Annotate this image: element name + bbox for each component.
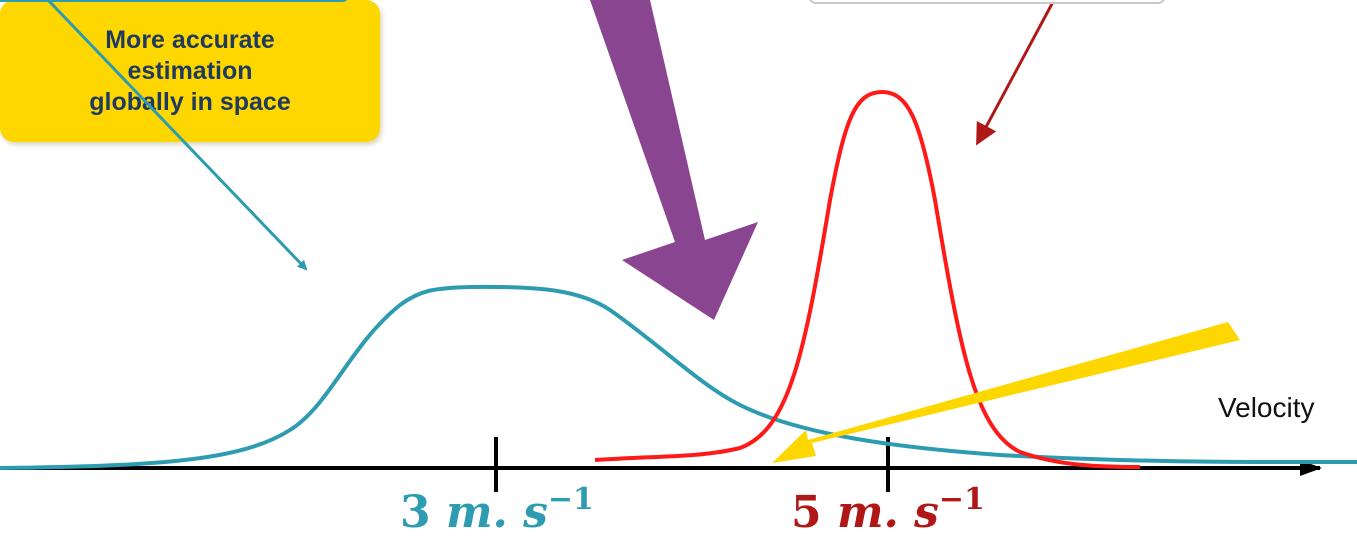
blue-callout-box [0,0,350,2]
tick-label-3-unit: m. s [445,487,548,538]
red-pointer-arrow [976,0,1056,146]
accuracy-callout-line-2: estimation [127,56,253,85]
tick-label-3: 3 m. s−1 [400,474,594,539]
narrow-distribution-curve [594,89,1141,469]
purple-block-arrow [590,0,758,320]
broad-distribution-curve [0,284,1357,470]
tick-label-5-exponent: −1 [938,482,985,517]
red-callout-box [808,0,1166,4]
tick-label-5-unit: m. s [836,487,939,538]
tick-label-3-exponent: −1 [547,482,594,517]
axis-label: Velocity [1218,392,1315,423]
accuracy-callout: More accurate estimation globally in spa… [0,0,380,142]
yellow-pointer-arrow [772,322,1240,463]
blue-pointer-arrow [46,0,308,271]
tick-label-5: 5 m. s−1 [791,474,985,539]
tick-label-5-number: 5 [791,487,822,538]
accuracy-callout-line-1: More accurate [105,25,275,54]
tick-label-3-number: 3 [400,487,431,538]
accuracy-callout-line-3: globally in space [89,87,291,116]
